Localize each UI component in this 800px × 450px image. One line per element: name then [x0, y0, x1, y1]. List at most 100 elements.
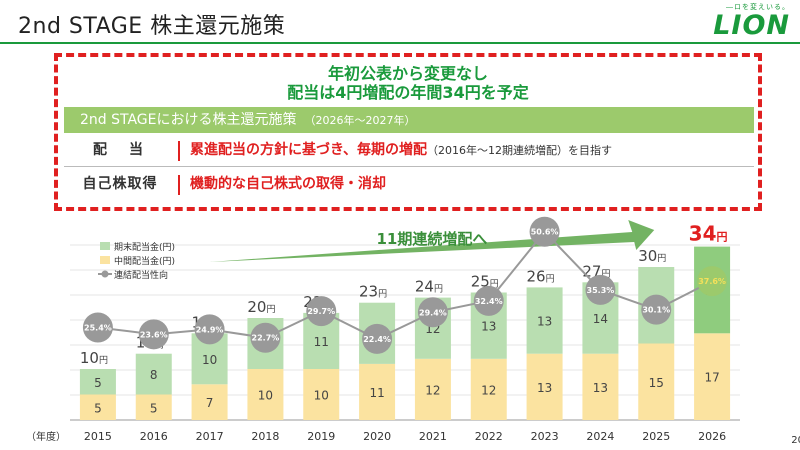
x-axis-unit: （年度） — [26, 430, 66, 443]
year-end-value-label: 10 — [202, 353, 217, 367]
x-tick-label: 2021 — [419, 430, 447, 443]
payout-ratio-label: 22.4% — [363, 335, 391, 344]
payout-ratio-label: 29.7% — [307, 307, 335, 316]
interim-value-label: 15 — [649, 376, 664, 390]
policy-row-label: 自己株取得 — [82, 176, 158, 192]
logo-wordmark: LION — [713, 10, 790, 41]
page-number: 20 — [791, 435, 800, 446]
year-end-value-label: 14 — [593, 312, 608, 326]
payout-ratio-point — [138, 319, 169, 350]
payout-ratio-label: 25.4% — [84, 323, 112, 332]
total-unit: 円 — [601, 268, 610, 279]
x-tick-label: 2017 — [196, 430, 224, 443]
legend-year-end: 期末配当金(円) — [114, 241, 175, 253]
payout-ratio-point — [82, 312, 113, 343]
policy-table-title: 2nd STAGEにおける株主還元施策 — [80, 112, 297, 128]
payout-ratio-point — [473, 285, 504, 316]
total-value-label: 23円 — [359, 283, 387, 301]
policy-table: 2nd STAGEにおける株主還元施策 （2026年～2027年） 配 当 累進配… — [64, 107, 754, 201]
payout-ratio-point — [306, 296, 337, 327]
x-tick-label: 2020 — [363, 430, 391, 443]
interim-value-label: 7 — [206, 396, 214, 410]
policy-row-sub: （2016年～12期連続増配）を目指す — [427, 144, 613, 157]
x-tick-label: 2015 — [84, 430, 112, 443]
year-end-value-label: 8 — [150, 368, 158, 382]
interim-value-label: 5 — [94, 401, 102, 415]
interim-value-label: 11 — [369, 386, 384, 400]
total-unit: 円 — [434, 284, 443, 295]
legend-swatch-interim — [100, 256, 110, 264]
headline-dividend-plan: 配当は4円増配の年間34円を予定 — [287, 83, 529, 102]
policy-row-buyback: 自己株取得 機動的な自己株式の取得・消却 — [64, 169, 754, 201]
legend-swatch-ratio-dot — [101, 270, 109, 278]
total-unit: 円 — [266, 304, 275, 315]
arrow-label: 11期連続増配へ — [376, 230, 487, 248]
title-divider — [0, 42, 800, 44]
payout-ratio-point — [641, 294, 672, 325]
year-end-value-label: 13 — [537, 315, 552, 329]
policy-row-text: 機動的な自己株式の取得・消却 — [190, 176, 386, 192]
payout-ratio-point — [697, 266, 728, 297]
total-value-label: 34円 — [689, 222, 728, 246]
bar-interim — [359, 363, 396, 420]
payout-ratio-label: 30.1% — [642, 306, 670, 315]
growth-arrow — [209, 220, 655, 262]
x-tick-label: 2024 — [586, 430, 614, 443]
bar-interim — [526, 353, 563, 420]
bar-interim — [470, 358, 507, 420]
row-separator — [178, 175, 180, 195]
bar-interim — [247, 369, 284, 420]
row-separator — [178, 141, 180, 161]
payout-ratio-point — [585, 274, 616, 305]
payout-ratio-label: 37.6% — [698, 277, 726, 286]
bar-year-end — [526, 287, 563, 354]
total-unit: 円 — [99, 355, 108, 366]
policy-row-text: 累進配当の方針に基づき、毎期の増配（2016年～12期連続増配）を目指す — [190, 135, 612, 165]
policy-table-header: 2nd STAGEにおける株主還元施策 （2026年～2027年） — [64, 107, 754, 133]
legend-swatch-year-end — [100, 242, 110, 250]
total-unit: 円 — [490, 279, 499, 290]
bar-interim — [694, 333, 731, 420]
interim-value-label: 13 — [593, 381, 608, 395]
bar-interim — [135, 394, 172, 420]
policy-row-dividend: 配 当 累進配当の方針に基づき、毎期の増配（2016年～12期連続増配）を目指す — [64, 135, 754, 167]
policy-table-period: （2026年～2027年） — [304, 114, 416, 127]
x-tick-label: 2019 — [307, 430, 335, 443]
payout-ratio-point — [529, 216, 560, 247]
x-tick-label: 2022 — [475, 430, 503, 443]
payout-ratio-label: 24.9% — [196, 325, 224, 334]
interim-value-label: 10 — [314, 389, 329, 403]
headline-unchanged: 年初公表から変更なし — [327, 64, 488, 83]
interim-value-label: 17 — [704, 371, 719, 385]
policy-row-main: 累進配当の方針に基づき、毎期の増配 — [190, 142, 428, 158]
lion-logo: ―ロを変えいる。 LION — [704, 2, 790, 42]
interim-value-label: 12 — [425, 383, 440, 397]
logo-tagline: ―ロを変えいる。 — [726, 3, 790, 11]
total-value-label: 20円 — [247, 298, 275, 316]
policy-callout: 年初公表から変更なし 配当は4円増配の年間34円を予定 2nd STAGEにおけ… — [54, 53, 762, 211]
legend-interim: 中間配当金(円) — [114, 255, 175, 267]
year-end-value-label: 11 — [314, 335, 329, 349]
year-end-value-label: 5 — [94, 376, 102, 390]
x-tick-label: 2023 — [531, 430, 559, 443]
header: 2nd STAGE 株主還元施策 ―ロを変えいる。 LION — [0, 0, 800, 46]
payout-ratio-label: 22.7% — [252, 334, 280, 343]
payout-ratio-label: 35.3% — [587, 286, 615, 295]
bar-interim — [191, 384, 228, 420]
bar-interim — [582, 353, 619, 420]
payout-ratio-label: 29.4% — [419, 308, 447, 317]
dividend-chart: 11期連続増配へ5510円20155813円201671017円20171010… — [0, 214, 800, 450]
bar-interim — [79, 394, 116, 420]
interim-value-label: 5 — [150, 401, 158, 415]
total-value-label: 30円 — [638, 247, 666, 265]
payout-ratio-label: 23.6% — [140, 330, 168, 339]
total-unit: 円 — [378, 289, 387, 300]
total-value-label: 24円 — [415, 278, 443, 296]
dividend-chart-svg: 11期連続増配へ5510円20155813円201671017円20171010… — [26, 216, 740, 443]
legend-payout-ratio: 連結配当性向 — [114, 269, 168, 281]
x-tick-label: 2026 — [698, 430, 726, 443]
total-unit: 円 — [657, 253, 666, 264]
total-unit: 円 — [546, 273, 555, 284]
interim-value-label: 12 — [481, 383, 496, 397]
payout-ratio-label: 32.4% — [475, 297, 503, 306]
